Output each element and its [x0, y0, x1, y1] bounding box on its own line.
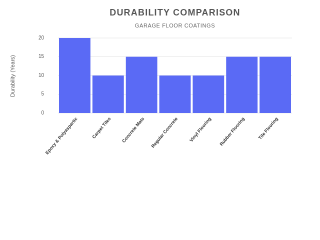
y-tick-label: 20: [38, 35, 44, 41]
x-tick-label: Concrete Mats: [121, 116, 145, 144]
x-tick-label: Tile Flooring: [257, 116, 279, 140]
x-tick-label: Rubber Flooring: [219, 116, 246, 147]
chart-title: DURABILITY COMPARISON: [110, 7, 241, 17]
y-tick-label: 0: [41, 110, 44, 116]
x-tick-label: Carpet Tiles: [91, 116, 112, 140]
x-tick-label: Regular Concrete: [150, 116, 179, 149]
bar: [59, 38, 91, 113]
y-tick-label: 15: [38, 54, 44, 60]
bar: [226, 56, 258, 113]
bar: [92, 75, 124, 113]
bar: [125, 56, 158, 113]
y-tick-label: 10: [38, 73, 44, 79]
y-axis-label: Durability (Years): [10, 55, 16, 97]
chart: DURABILITY COMPARISON GARAGE FLOOR COATI…: [10, 7, 292, 156]
bar: [159, 75, 191, 113]
chart-subtitle: GARAGE FLOOR COATINGS: [135, 23, 215, 29]
x-tick-label: Epoxy & Polyaspartic: [44, 116, 78, 156]
bar: [259, 56, 291, 113]
bar: [192, 75, 225, 113]
x-tick-label: Vinyl Flooring: [189, 116, 213, 143]
y-tick-label: 5: [41, 92, 44, 98]
